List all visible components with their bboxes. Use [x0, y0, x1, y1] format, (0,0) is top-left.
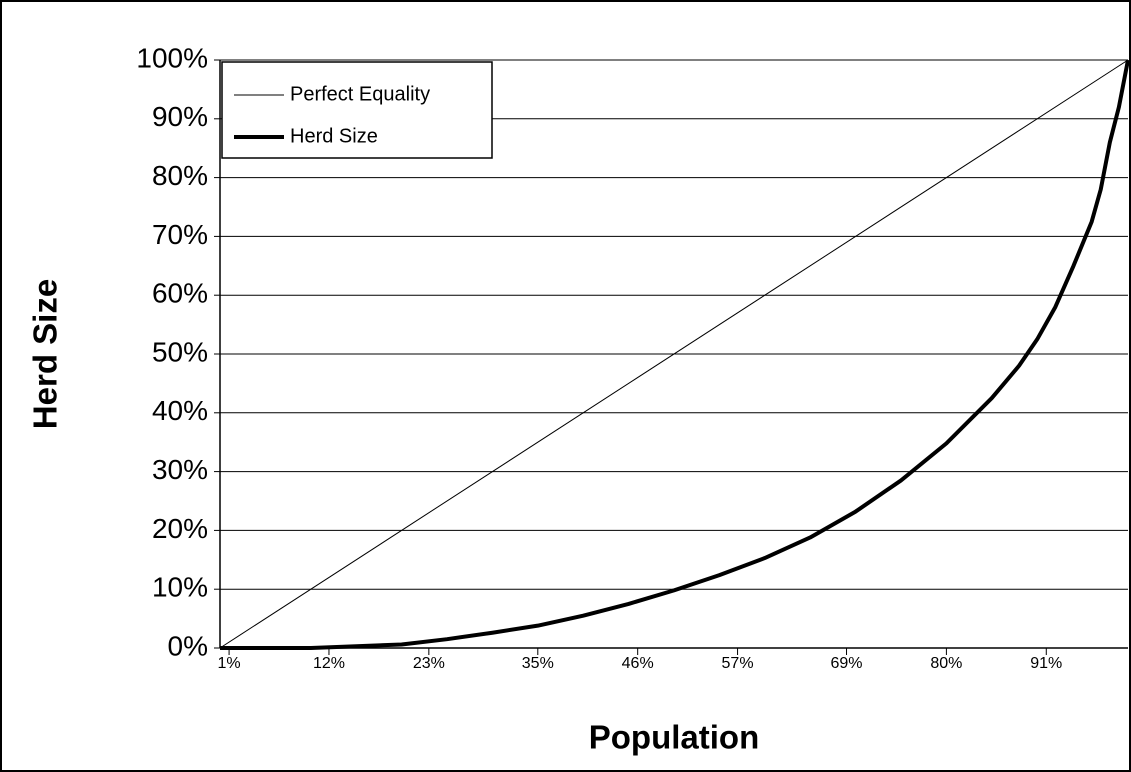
y-tick-label: 0%	[168, 630, 208, 661]
y-tick-label: 100%	[136, 42, 208, 73]
y-tick-label: 30%	[152, 454, 208, 485]
y-tick-label: 90%	[152, 101, 208, 132]
y-tick-label: 50%	[152, 336, 208, 367]
x-tick-label: 12%	[313, 655, 345, 672]
y-tick-label: 40%	[152, 395, 208, 426]
x-tick-label: 1%	[218, 655, 241, 672]
x-tick-label: 91%	[1030, 655, 1062, 672]
legend-label: Perfect Equality	[290, 83, 430, 105]
y-tick-label: 20%	[152, 513, 208, 544]
y-tick-label: 80%	[152, 160, 208, 191]
legend-box	[221, 61, 493, 159]
x-tick-label: 69%	[831, 655, 863, 672]
x-tick-label: 80%	[930, 655, 962, 672]
legend-label: Herd Size	[290, 125, 378, 147]
x-tick-label: 57%	[722, 655, 754, 672]
x-tick-label: 35%	[522, 655, 554, 672]
x-axis-title: Population	[589, 719, 759, 756]
x-tick-label: 23%	[413, 655, 445, 672]
y-tick-label: 60%	[152, 278, 208, 309]
line-series	[220, 59, 1130, 650]
x-tick-label: 46%	[622, 655, 654, 672]
line-series	[219, 59, 1129, 649]
y-axis-title: Herd Size	[27, 279, 64, 429]
y-tick-label: 10%	[152, 572, 208, 603]
legend: Perfect Equality Herd Size	[221, 61, 493, 159]
y-tick-label: 70%	[152, 219, 208, 250]
